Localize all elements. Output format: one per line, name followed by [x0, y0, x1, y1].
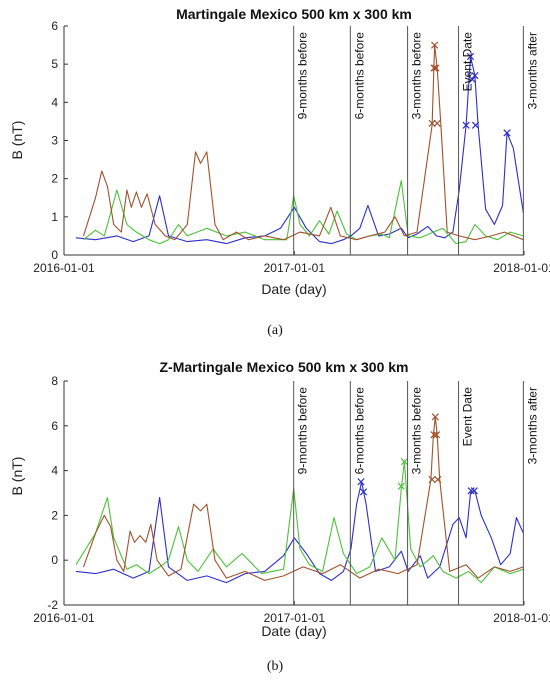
x-axis-label: Date (day): [261, 281, 326, 297]
marker-stroke: [434, 475, 442, 484]
marker-stroke: [466, 52, 475, 61]
marker-stroke: [397, 482, 405, 490]
marker-stroke: [431, 413, 439, 421]
marker-stroke: [432, 64, 440, 72]
highlight-marker: [397, 482, 405, 490]
highlight-marker: [432, 431, 441, 439]
highlight-marker: [359, 488, 368, 496]
x-tick-label: 2018-01-01: [493, 261, 550, 275]
marker-stroke: [503, 129, 511, 137]
marker-stroke: [471, 121, 480, 129]
y-tick-label: 3: [51, 134, 58, 148]
series-line-3: [82, 416, 524, 581]
highlight-marker: [434, 475, 442, 484]
x-tick-label: 2018-01-01: [493, 611, 550, 625]
y-tick-label: 6: [51, 419, 58, 433]
highlight-marker: [431, 41, 439, 49]
x-tick-label: 2017-01-01: [264, 261, 326, 275]
marker-stroke: [470, 487, 478, 495]
marker-stroke: [430, 64, 438, 72]
period-marker-label: 3-months before: [410, 32, 424, 120]
period-marker-label: 6-months before: [352, 32, 366, 120]
marker-stroke: [432, 431, 441, 439]
y-tick-label: 0: [51, 553, 58, 567]
highlight-marker: [471, 121, 480, 129]
period-marker-label: Event Date: [461, 32, 475, 92]
highlight-marker: [471, 71, 479, 80]
series-line-2: [75, 461, 524, 584]
highlight-marker: [400, 458, 409, 466]
y-tick-label: 8: [51, 374, 58, 388]
highlight-marker: [432, 64, 440, 72]
chart-panel-a: Martingale Mexico 500 km x 300 km 0 1 2 3 4 5…: [9, 6, 550, 338]
highlight-marker: [433, 119, 441, 127]
y-tick-label: 4: [51, 464, 58, 478]
x-tick-label: 2016-01-01: [33, 261, 95, 275]
series-line-3: [82, 44, 524, 241]
marker-stroke: [357, 478, 365, 486]
highlight-marker: [431, 413, 439, 421]
series-line-1: [75, 481, 524, 584]
period-marker-label: 3-months after: [525, 32, 539, 109]
marker-stroke: [433, 119, 441, 127]
y-tick-label: 2: [51, 508, 58, 522]
highlight-marker: [470, 487, 478, 495]
y-tick-label: -2: [47, 598, 58, 612]
marker-stroke: [471, 71, 479, 80]
period-marker-label: Event Date: [461, 387, 475, 447]
marker-stroke: [428, 475, 436, 484]
y-tick-label: 5: [51, 57, 58, 71]
y-axis-label: B (nT): [9, 457, 25, 496]
caption: (b): [267, 659, 284, 674]
chart-title: Martingale Mexico 500 km x 300 km: [176, 6, 412, 22]
y-tick-label: 2: [51, 172, 58, 186]
highlight-marker: [430, 64, 438, 72]
marker-stroke: [467, 487, 475, 495]
series-line-1: [75, 55, 524, 245]
period-marker-label: 9-months before: [296, 387, 310, 475]
y-tick-label: 0: [51, 248, 58, 262]
series-line-2: [83, 180, 524, 245]
x-tick-label: 2017-01-01: [264, 611, 326, 625]
highlight-marker: [467, 487, 475, 495]
highlight-marker: [428, 475, 436, 484]
marker-stroke: [468, 75, 477, 84]
y-tick-label: 6: [51, 19, 58, 33]
highlight-marker: [466, 52, 475, 61]
y-tick-label: 1: [51, 210, 58, 224]
highlight-marker: [357, 478, 365, 486]
y-tick-label: 4: [51, 95, 58, 109]
period-marker-label: 3-months after: [525, 387, 539, 464]
marker-stroke: [359, 488, 368, 496]
period-marker-label: 3-months before: [410, 387, 424, 475]
highlight-marker: [503, 129, 511, 137]
highlight-marker: [468, 75, 477, 84]
period-marker-label: 6-months before: [352, 387, 366, 475]
period-marker-label: 9-months before: [296, 32, 310, 120]
y-axis-label: B (nT): [9, 121, 25, 160]
x-axis-label: Date (day): [261, 623, 326, 639]
chart-title: Z-Martingale Mexico 500 km x 300 km: [160, 359, 409, 375]
marker-stroke: [462, 121, 470, 129]
chart-panel-b: Z-Martingale Mexico 500 km x 300 km -2 0 2…: [9, 359, 550, 674]
marker-stroke: [430, 431, 438, 439]
highlight-marker: [462, 121, 470, 129]
x-tick-label: 2016-01-01: [33, 611, 95, 625]
caption: (a): [267, 323, 283, 338]
marker-stroke: [431, 41, 439, 49]
highlight-marker: [430, 431, 438, 439]
marker-stroke: [400, 458, 409, 466]
